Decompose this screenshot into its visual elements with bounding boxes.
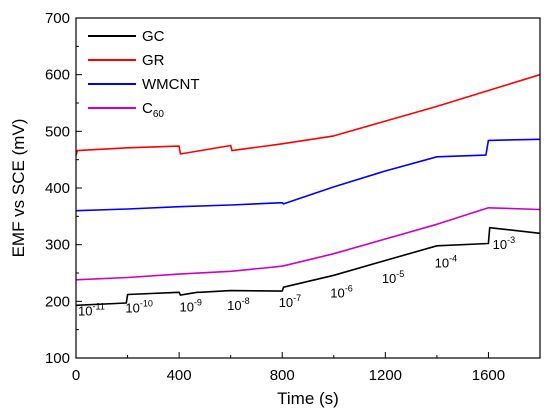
legend-label: GR	[142, 52, 165, 69]
x-tick-label: 800	[270, 367, 295, 384]
series-line-c60	[76, 207, 540, 281]
y-tick-label: 500	[45, 123, 70, 140]
y-tick-label: 400	[45, 180, 70, 197]
y-tick-label: 300	[45, 237, 70, 254]
legend: GC GR WMCNT C60	[88, 28, 199, 120]
series-line-gr	[76, 73, 540, 156]
y-tick-label: 100	[45, 350, 70, 367]
series-line-gc	[76, 226, 540, 307]
y-axis-title: EMF vs SCE (mV)	[9, 119, 28, 258]
y-tick-label: 600	[45, 67, 70, 84]
concentration-label: 10-4	[435, 253, 457, 270]
x-tick-label: 1200	[369, 367, 402, 384]
concentration-label: 10-8	[227, 296, 249, 313]
legend-label: C60	[142, 100, 164, 120]
concentration-label: 10-11	[78, 302, 105, 319]
y-tick-label: 200	[45, 293, 70, 310]
x-tick-label: 400	[167, 367, 192, 384]
legend-label: WMCNT	[142, 76, 199, 93]
x-axis-title: Time (s)	[277, 389, 339, 408]
concentration-label: 10-10	[125, 299, 152, 316]
concentration-label: 10-3	[493, 235, 515, 252]
x-tick-label: 0	[72, 367, 80, 384]
y-tick-label: 700	[45, 10, 70, 27]
x-tick-label: 1600	[472, 367, 505, 384]
legend-label: GC	[142, 28, 165, 45]
concentration-label: 10-9	[179, 298, 201, 315]
concentration-label: 10-7	[279, 293, 301, 310]
concentration-label: 10-5	[382, 269, 404, 286]
concentration-label: 10-6	[330, 283, 352, 300]
series-line-wmcnt	[76, 138, 540, 212]
